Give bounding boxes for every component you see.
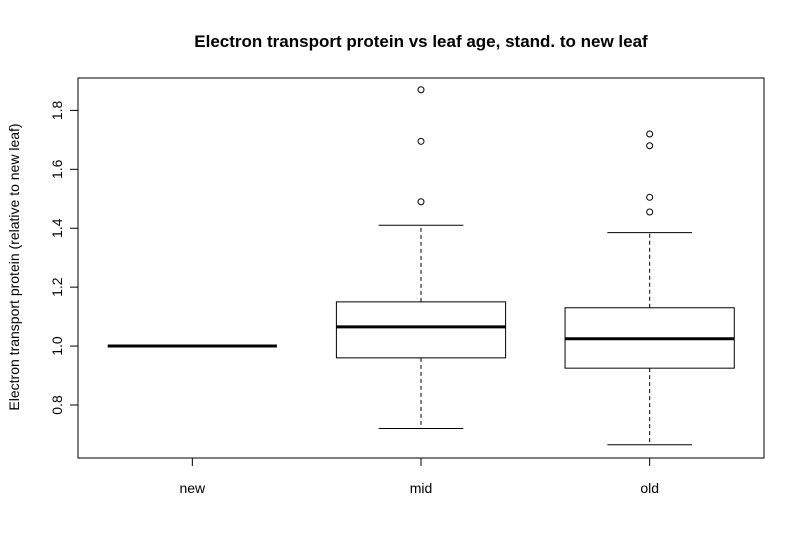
boxes-layer bbox=[107, 86, 735, 446]
iqr-box bbox=[335, 301, 507, 359]
outlier-point bbox=[417, 198, 425, 206]
x-axis: new mid old bbox=[179, 457, 659, 496]
y-tick-label: 0.8 bbox=[49, 395, 65, 415]
outlier-point bbox=[646, 130, 654, 138]
y-tick-label: 1.6 bbox=[49, 159, 65, 179]
outlier-point bbox=[646, 193, 654, 201]
x-tick-label: old bbox=[640, 480, 659, 496]
y-tick-label: 1.8 bbox=[49, 100, 65, 120]
outlier-point bbox=[417, 86, 425, 94]
box-mid bbox=[335, 86, 507, 430]
outlier-point bbox=[646, 208, 654, 216]
outlier-point bbox=[417, 137, 425, 145]
x-tick-label: mid bbox=[410, 480, 433, 496]
y-tick-label: 1.2 bbox=[49, 277, 65, 297]
y-axis: 0.8 1.0 1.2 1.4 1.6 1.8 bbox=[49, 100, 79, 415]
chart-title: Electron transport protein vs leaf age, … bbox=[194, 32, 648, 51]
outlier-point bbox=[646, 142, 654, 150]
y-tick-label: 1.4 bbox=[49, 218, 65, 238]
y-tick-label: 1.0 bbox=[49, 336, 65, 356]
box-old bbox=[564, 130, 735, 446]
x-tick-label: new bbox=[179, 480, 206, 496]
y-axis-label: Electron transport protein (relative to … bbox=[6, 123, 22, 410]
